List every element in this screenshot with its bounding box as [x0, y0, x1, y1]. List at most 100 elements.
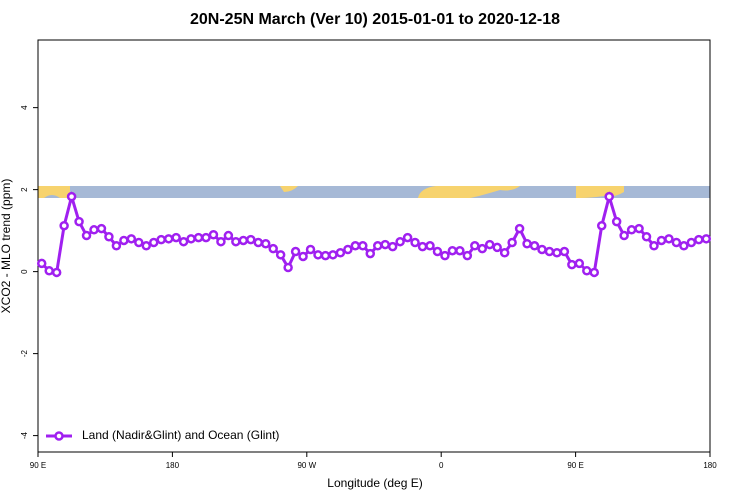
data-point [231, 236, 241, 247]
map-land [418, 186, 520, 198]
data-point [462, 250, 473, 261]
legend-marker [54, 431, 64, 441]
data-point [492, 242, 502, 253]
data-point [51, 267, 62, 278]
data-point [201, 232, 211, 243]
x-tick-label: 180 [166, 461, 180, 470]
data-point [507, 237, 517, 248]
data-point [320, 250, 331, 261]
data-point [529, 241, 540, 251]
data-point [134, 237, 144, 248]
data-point [477, 243, 488, 254]
data-point [574, 258, 585, 269]
data-point [694, 234, 704, 245]
data-point [634, 223, 644, 234]
data-point [425, 241, 435, 251]
data-point [36, 258, 47, 269]
map-ocean [38, 186, 710, 198]
data-point [246, 234, 256, 245]
data-point [589, 267, 600, 278]
data-point [514, 223, 525, 234]
data-point [447, 245, 458, 256]
data-point [611, 216, 622, 227]
data-point [656, 235, 667, 246]
data-point [649, 241, 659, 251]
data-point [544, 246, 555, 257]
data-point [552, 248, 562, 258]
data-point [567, 259, 577, 270]
data-point [283, 262, 293, 273]
data-point [216, 236, 226, 247]
data-point [455, 245, 465, 256]
data-point [74, 216, 84, 227]
data-point [208, 229, 219, 240]
data-point [350, 241, 361, 251]
data-point [679, 241, 689, 251]
data-point [596, 220, 607, 231]
data-point [238, 235, 249, 246]
data-point [141, 241, 152, 251]
data-point [290, 246, 301, 257]
data-point [641, 232, 652, 242]
x-tick-label: 90 E [30, 461, 46, 470]
data-point [626, 225, 637, 235]
x-tick-label: 0 [439, 461, 444, 470]
data-point [298, 251, 308, 262]
x-tick-label: 90 W [297, 461, 316, 470]
data-point [335, 248, 346, 258]
data-point [395, 236, 405, 247]
x-tick-label: 180 [703, 461, 717, 470]
data-point [260, 238, 271, 249]
data-point [59, 220, 69, 231]
legend-label: Land (Nadir&Glint) and Ocean (Glint) [82, 428, 279, 442]
data-point [268, 243, 278, 254]
x-tick-label: 90 E [567, 461, 583, 470]
data-point [559, 246, 570, 257]
data-point [432, 246, 443, 257]
data-point [417, 241, 428, 252]
data-point [537, 244, 547, 255]
y-tick-label: 2 [20, 187, 29, 192]
data-point [171, 232, 181, 243]
data-point [156, 234, 166, 245]
map-land [280, 186, 298, 192]
data-point [148, 237, 159, 248]
y-axis-label: XCO2 - MLO trend (ppm) [0, 179, 13, 314]
data-point [701, 234, 712, 244]
data-point [604, 191, 614, 202]
data-point [186, 234, 196, 244]
data-point [89, 225, 99, 235]
data-point [223, 230, 234, 241]
map-strip [38, 186, 710, 198]
data-point [178, 236, 189, 247]
data-point [484, 239, 495, 250]
data-point [305, 244, 316, 255]
data-point [671, 237, 682, 248]
data-point [126, 234, 137, 244]
data-point [119, 235, 129, 246]
series-line [40, 190, 707, 275]
x-axis-label: Longitude (deg E) [327, 476, 422, 490]
data-point [96, 223, 107, 234]
y-tick-label: 4 [20, 105, 29, 110]
data-point [440, 250, 450, 261]
data-point [686, 237, 697, 248]
data-point [104, 232, 114, 242]
data-point [343, 244, 353, 255]
data-point [664, 234, 674, 244]
data-point [328, 250, 338, 260]
data-point [163, 234, 174, 244]
data-point [253, 237, 264, 248]
y-tick-label: -4 [20, 432, 29, 440]
data-point [81, 230, 92, 241]
data-point [402, 232, 413, 243]
data-point [358, 241, 368, 251]
data-point [313, 250, 323, 260]
data-point [470, 241, 480, 251]
data-point [111, 241, 122, 251]
data-point [582, 266, 592, 276]
y-tick-label: -2 [20, 350, 29, 358]
chart-title: 20N-25N March (Ver 10) 2015-01-01 to 202… [190, 11, 560, 28]
